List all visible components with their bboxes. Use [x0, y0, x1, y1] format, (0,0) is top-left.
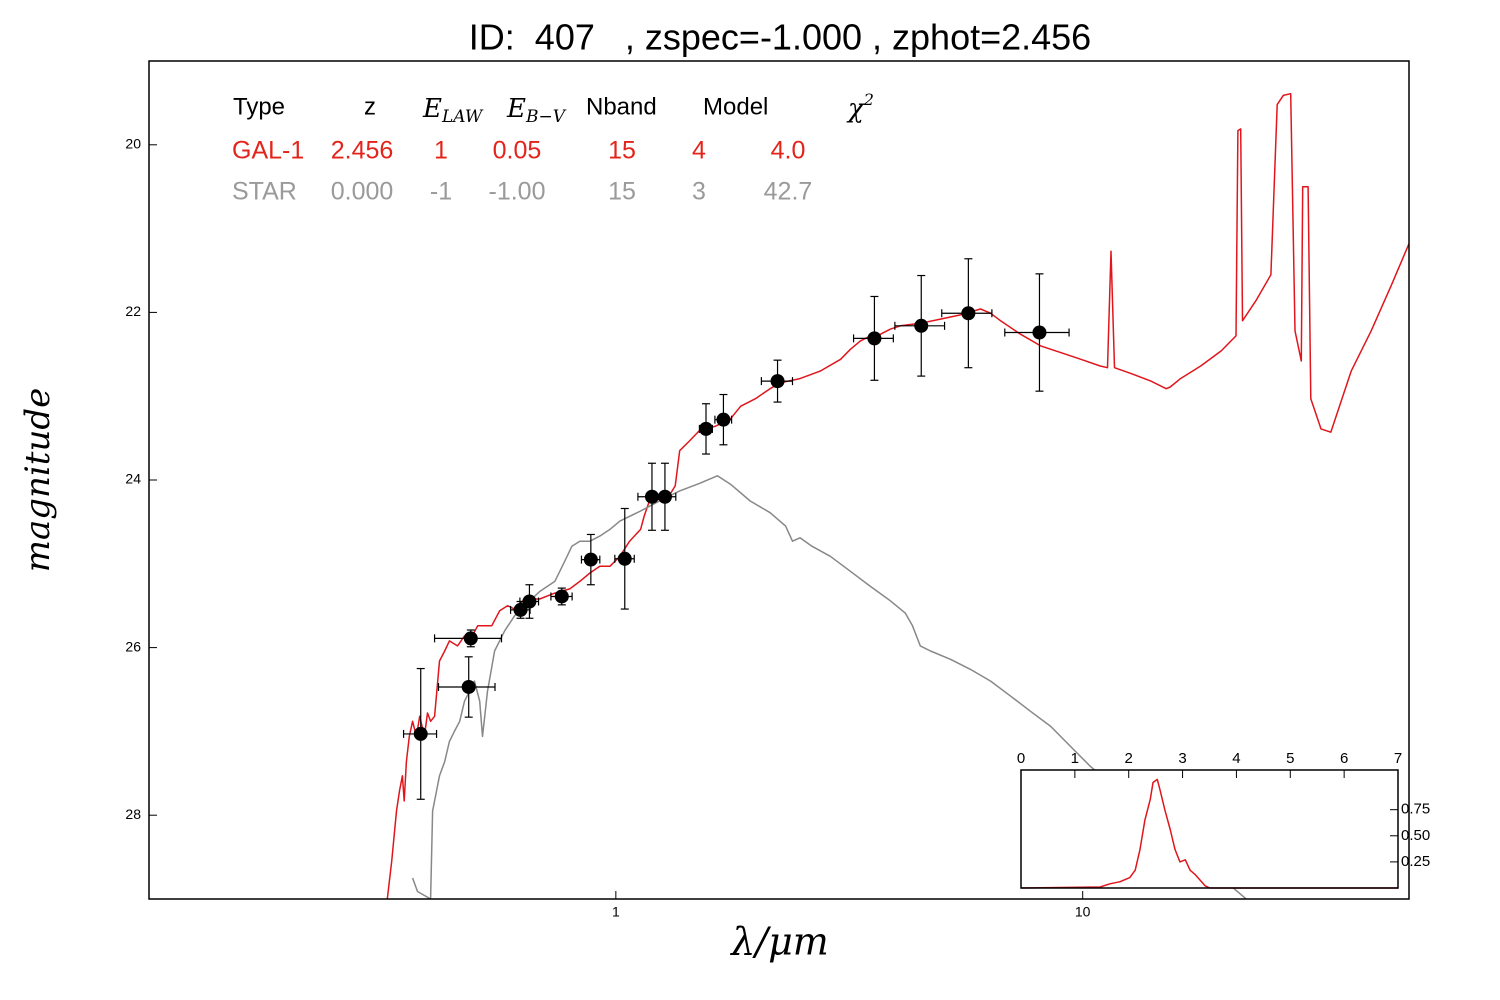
photometry-point: [644, 489, 659, 504]
table-cell: 1: [434, 137, 448, 165]
photometry-point: [867, 331, 882, 346]
x-axis-label: λ/μm: [729, 920, 829, 964]
photometry-point: [961, 306, 976, 321]
x-tick-label: 2: [1125, 750, 1133, 767]
photometry-point: [583, 552, 598, 567]
photometry-point: [463, 631, 478, 646]
header-subscript: B−V: [525, 107, 567, 127]
x-tick-label: 4: [1232, 750, 1240, 767]
table-header: ELAW: [422, 94, 484, 127]
header-superscript: 2: [863, 90, 874, 109]
photometry-point: [461, 679, 476, 694]
y-tick-label: 24: [125, 471, 141, 487]
table-cell: 15: [608, 178, 636, 206]
table-cell: 15: [608, 137, 636, 165]
photometry-point: [699, 421, 714, 436]
header-subscript: LAW: [441, 107, 484, 127]
photometry-point: [716, 412, 731, 427]
plot-area: [1020, 778, 1398, 889]
table-header: Type: [233, 93, 285, 120]
table-cell: 4.0: [771, 137, 806, 165]
photometry-point: [522, 594, 537, 609]
table-header: EB−V: [506, 94, 567, 127]
table-cell: -1.00: [489, 178, 546, 206]
x-tick-label: 1: [1071, 750, 1079, 767]
x-tick-label: 3: [1178, 750, 1186, 767]
photometry-point: [617, 551, 632, 566]
photometry-point: [513, 602, 528, 617]
header-base: E: [422, 94, 442, 124]
photometry-point: [657, 489, 672, 504]
y-tick-label: 0.50: [1401, 827, 1430, 844]
x-tick-label: 5: [1286, 750, 1294, 767]
table-header: Model: [703, 93, 768, 120]
table-cell: GAL-1: [232, 137, 304, 165]
table-cell: 0.05: [493, 137, 542, 165]
plot-area: [386, 92, 1409, 899]
y-axis-label: magnitude: [18, 388, 58, 573]
inset-background: [1021, 770, 1398, 888]
y-tick-label: 26: [125, 638, 141, 654]
x-tick-label: 7: [1394, 750, 1402, 767]
table-cell: 4: [692, 137, 706, 165]
x-tick-label: 1: [612, 904, 620, 920]
table-cell: 42.7: [764, 178, 813, 206]
model-curve: [411, 475, 1247, 899]
y-tick-label: 28: [125, 806, 141, 822]
y-tick-label: 20: [125, 136, 141, 152]
table-cell: 3: [692, 178, 706, 206]
chart-title: ID: 407 , zspec=-1.000 , zphot=2.456: [469, 17, 1091, 58]
header-base: E: [506, 94, 526, 124]
photometry-point: [1032, 325, 1047, 340]
table-header: Nband: [586, 93, 657, 120]
x-tick-label: 0: [1017, 750, 1025, 767]
table-cell: STAR: [232, 178, 297, 206]
header-base: χ: [846, 94, 866, 124]
table-cell: 2.456: [331, 137, 394, 165]
y-tick-label: 22: [125, 303, 141, 319]
plot-frame: [1020, 769, 1399, 889]
table-cell: 0.000: [331, 178, 394, 206]
model-curve: [1020, 778, 1398, 889]
photometry-point: [770, 374, 785, 389]
table-header: z: [364, 93, 376, 120]
photometry-point: [413, 726, 428, 741]
y-tick-label: 0.75: [1401, 801, 1430, 818]
photometry-point: [554, 589, 569, 604]
x-tick-label: 10: [1075, 904, 1091, 920]
y-tick-label: 0.25: [1401, 853, 1430, 870]
table-cell: -1: [430, 178, 452, 206]
table-header: χ2: [846, 90, 874, 125]
photometry-point: [914, 318, 929, 333]
x-tick-label: 6: [1340, 750, 1348, 767]
